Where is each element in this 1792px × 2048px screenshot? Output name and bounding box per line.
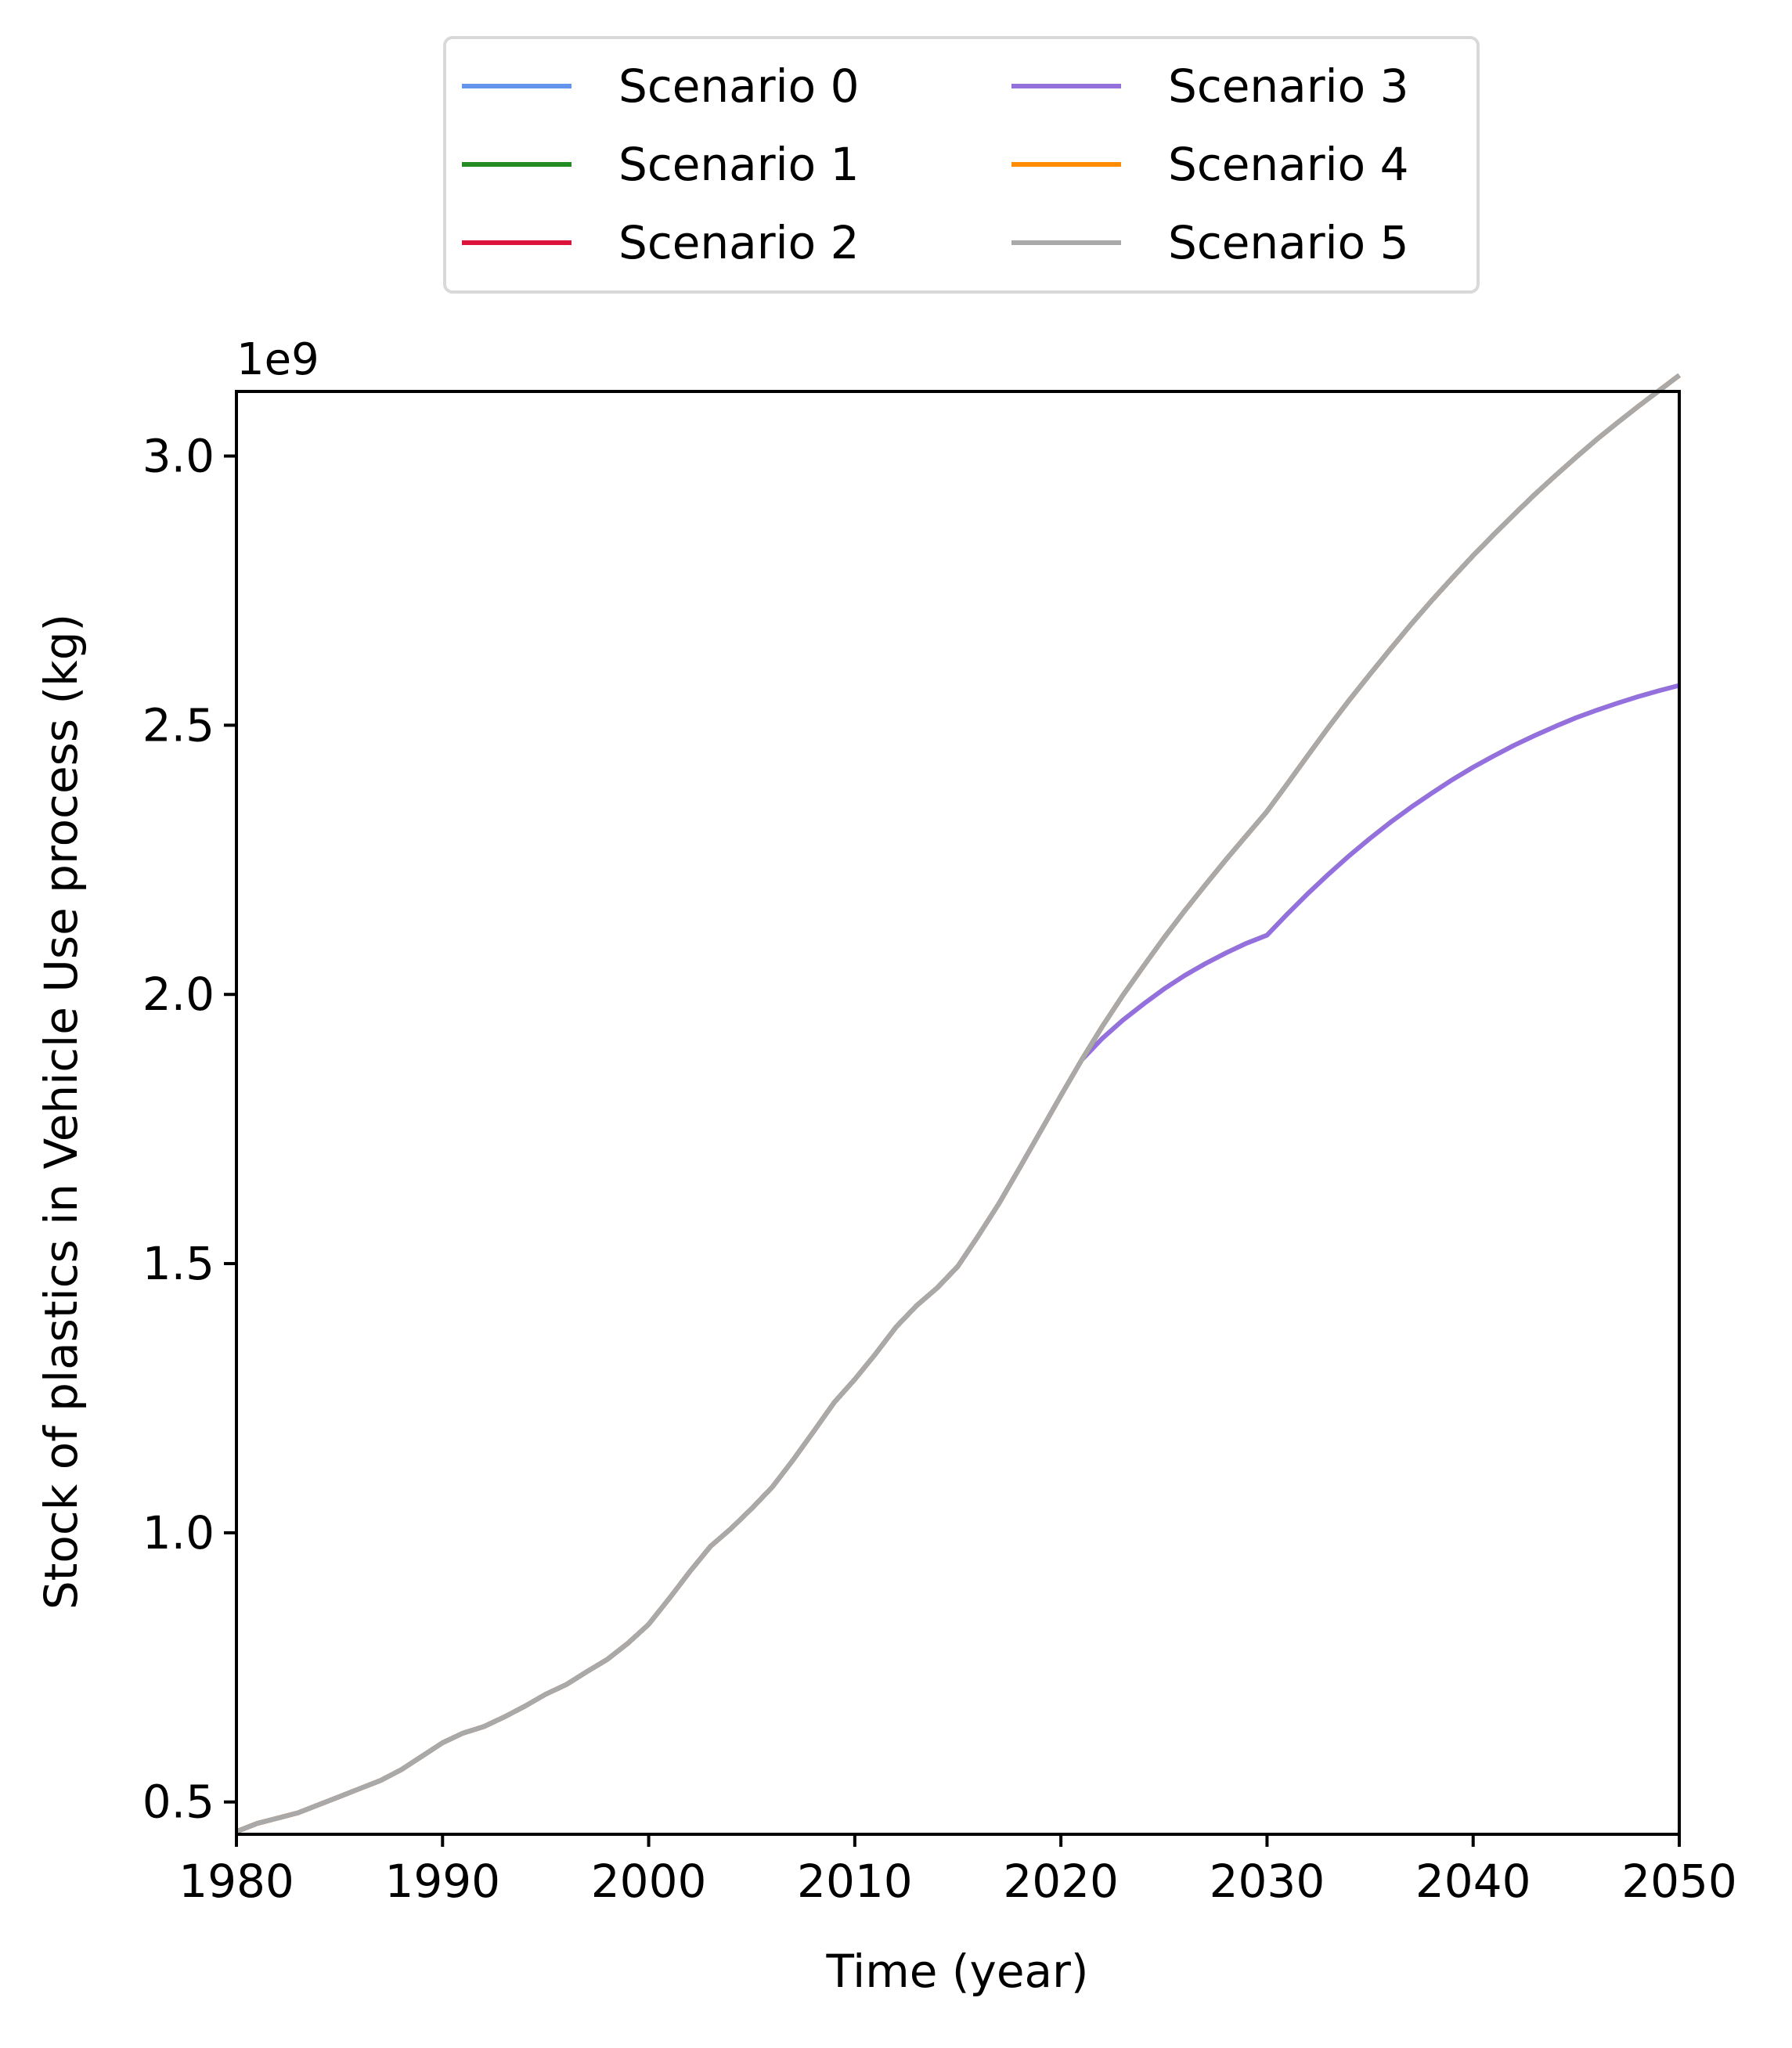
legend-label-scenario-0: Scenario 0 xyxy=(618,59,859,113)
plot-frame xyxy=(235,390,1681,1836)
x-tick-label: 2030 xyxy=(1210,1855,1325,1908)
x-tick-label: 2020 xyxy=(1003,1855,1119,1908)
y-offset-label: 1e9 xyxy=(236,334,319,385)
x-tick-label: 2000 xyxy=(591,1855,707,1908)
legend-label-scenario-1: Scenario 1 xyxy=(618,138,859,191)
legend-frame xyxy=(443,36,1480,294)
y-tick-label: 0.5 xyxy=(142,1776,215,1829)
y-axis: 0.5 1.0 1.5 2.0 2.5 3.0 xyxy=(142,430,236,1829)
y-axis-label: Stock of plastics in Vehicle Use process… xyxy=(34,614,88,1610)
x-tick-label: 1990 xyxy=(384,1855,500,1908)
y-tick-label: 1.5 xyxy=(142,1237,215,1290)
y-tick-label: 2.5 xyxy=(142,698,215,752)
series-line-scenario-5 xyxy=(235,373,1681,1834)
x-tick-label: 1980 xyxy=(178,1855,294,1908)
x-tick-label: 2010 xyxy=(797,1855,913,1908)
legend-label-scenario-5: Scenario 5 xyxy=(1168,216,1408,269)
legend: Scenario 0 Scenario 1 Scenario 2 Scenario 3… xyxy=(443,36,1480,294)
x-tick-label: 2040 xyxy=(1415,1855,1531,1908)
legend-label-scenario-2: Scenario 2 xyxy=(618,216,859,269)
y-tick-label: 2.0 xyxy=(142,968,215,1021)
plot-lines xyxy=(235,373,1681,1834)
y-tick-label: 3.0 xyxy=(142,430,215,483)
y-tick-label: 1.0 xyxy=(142,1506,215,1559)
legend-label-scenario-3: Scenario 3 xyxy=(1168,59,1408,113)
legend-label-scenario-4: Scenario 4 xyxy=(1168,138,1408,191)
x-axis: 1980 1990 2000 2010 2020 2030 2040 2050 xyxy=(178,1834,1737,1908)
x-tick-label: 2050 xyxy=(1621,1855,1737,1908)
x-axis-label: Time (year) xyxy=(825,1945,1088,1998)
